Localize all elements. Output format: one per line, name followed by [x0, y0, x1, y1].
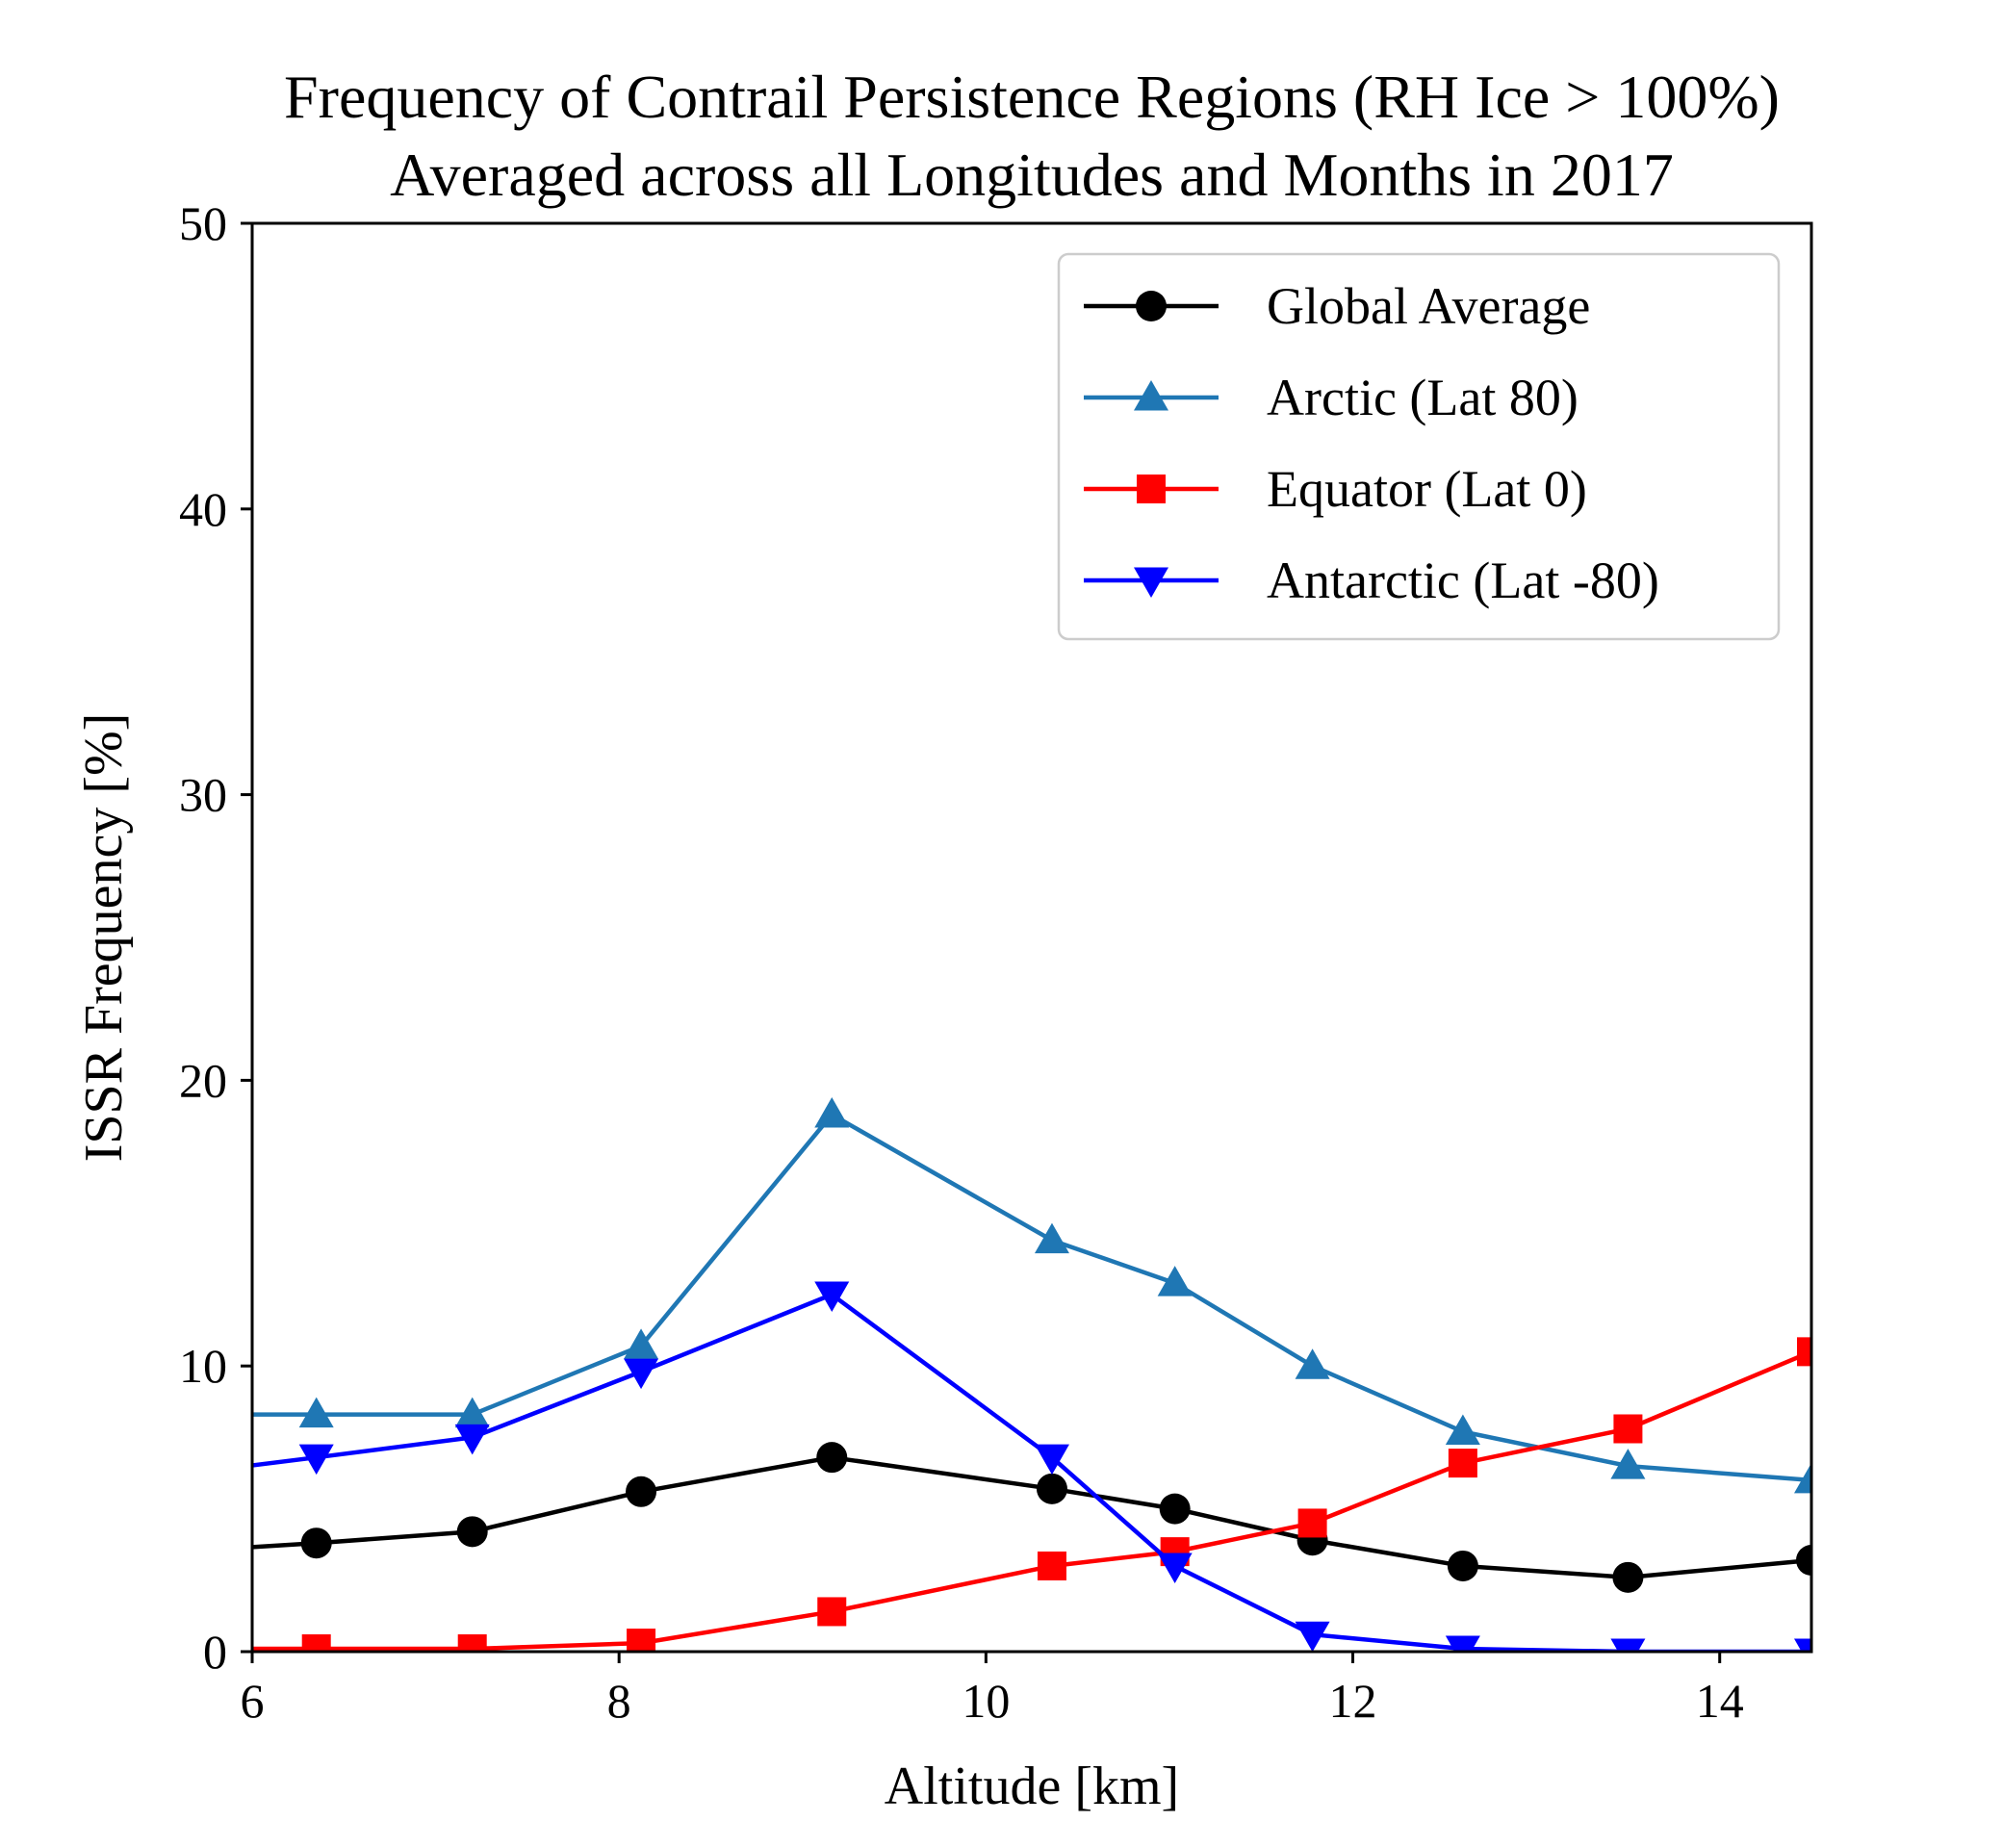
y-tick-label: 10: [179, 1339, 227, 1393]
data-point: [1297, 1508, 1327, 1538]
legend-label: Equator (Lat 0): [1267, 460, 1587, 518]
x-axis-label: Altitude [km]: [885, 1757, 1179, 1816]
x-tick-label: 6: [241, 1674, 265, 1728]
series-2: [252, 1337, 1811, 1652]
y-tick-label: 40: [179, 482, 227, 536]
data-point: [456, 1516, 488, 1548]
data-point: [1445, 1635, 1480, 1652]
series-1: [207, 1097, 1811, 1494]
data-point: [298, 1397, 334, 1428]
data-point: [1157, 1553, 1193, 1583]
data-point: [1159, 1493, 1191, 1525]
data-point: [624, 1328, 659, 1359]
data-point: [457, 1634, 487, 1652]
data-point: [207, 1398, 242, 1428]
series-line: [252, 1292, 1811, 1652]
data-point: [816, 1442, 848, 1474]
y-tick-label: 50: [179, 196, 227, 250]
x-tick-label: 10: [962, 1674, 1010, 1728]
data-point: [1295, 1348, 1330, 1379]
y-tick-label: 0: [203, 1625, 227, 1679]
data-point: [814, 1281, 850, 1312]
legend-marker: [1137, 475, 1166, 503]
legend-marker: [1134, 567, 1168, 598]
data-point: [454, 1397, 490, 1428]
data-point: [1794, 1638, 1811, 1652]
data-point: [1295, 1621, 1330, 1652]
x-tick-label: 8: [607, 1674, 631, 1728]
data-point: [1612, 1561, 1644, 1593]
data-point: [1794, 1462, 1811, 1494]
data-point: [1797, 1337, 1811, 1367]
data-point: [301, 1634, 331, 1652]
legend-item: Equator (Lat 0): [1084, 460, 1587, 518]
ticks-layer: 6 8 10 12 14 0 10 20 30 40 50: [179, 196, 1744, 1728]
x-tick-label: 14: [1696, 1674, 1744, 1728]
legend-item: Arctic (Lat 80): [1084, 369, 1578, 426]
series-layer: [207, 1097, 1811, 1652]
data-point: [1157, 1266, 1193, 1296]
data-point: [1037, 1551, 1066, 1580]
series-3: [207, 1281, 1811, 1652]
legend-item: Antarctic (Lat -80): [1084, 552, 1659, 609]
legend-box: [1057, 252, 1781, 641]
legend-label: Arctic (Lat 80): [1267, 369, 1578, 426]
data-point: [1036, 1473, 1067, 1504]
chart-title: Frequency of Contrail Persistence Region…: [284, 63, 1780, 131]
data-point: [624, 1358, 659, 1390]
data-point: [626, 1476, 657, 1507]
data-point: [1610, 1449, 1646, 1479]
data-point: [1448, 1449, 1477, 1478]
series-line: [252, 1349, 1811, 1652]
legend-item: Global Average: [1084, 277, 1590, 335]
data-point: [1034, 1222, 1069, 1254]
data-point: [207, 1456, 242, 1487]
data-point: [814, 1097, 850, 1128]
chart-subtitle: Averaged across all Longitudes and Month…: [390, 141, 1674, 209]
data-point: [627, 1629, 656, 1652]
plot-frame: [250, 221, 1813, 1654]
data-point: [300, 1527, 332, 1559]
data-point: [1034, 1444, 1069, 1476]
data-point: [1613, 1414, 1643, 1444]
x-tick-label: 12: [1329, 1674, 1377, 1728]
y-tick-label: 30: [179, 768, 227, 822]
data-point: [1445, 1414, 1480, 1445]
data-point: [1447, 1550, 1478, 1581]
legend-label: Global Average: [1267, 277, 1590, 335]
series-line: [252, 1454, 1811, 1580]
y-tick-label: 20: [179, 1053, 227, 1107]
data-point: [817, 1597, 847, 1627]
series-0: [209, 1442, 1811, 1593]
legend-marker: [1136, 291, 1167, 321]
legend-label: Antarctic (Lat -80): [1267, 552, 1659, 609]
data-point: [1796, 1545, 1811, 1577]
legend: Global Average Arctic (Lat 80) Equator (La…: [1057, 252, 1781, 641]
y-axis-label: ISSR Frequency [%]: [74, 713, 134, 1163]
data-point: [298, 1444, 334, 1476]
legend-marker: [1134, 380, 1168, 411]
data-point: [1610, 1638, 1646, 1652]
data-point: [209, 1533, 240, 1564]
data-point: [454, 1424, 490, 1455]
